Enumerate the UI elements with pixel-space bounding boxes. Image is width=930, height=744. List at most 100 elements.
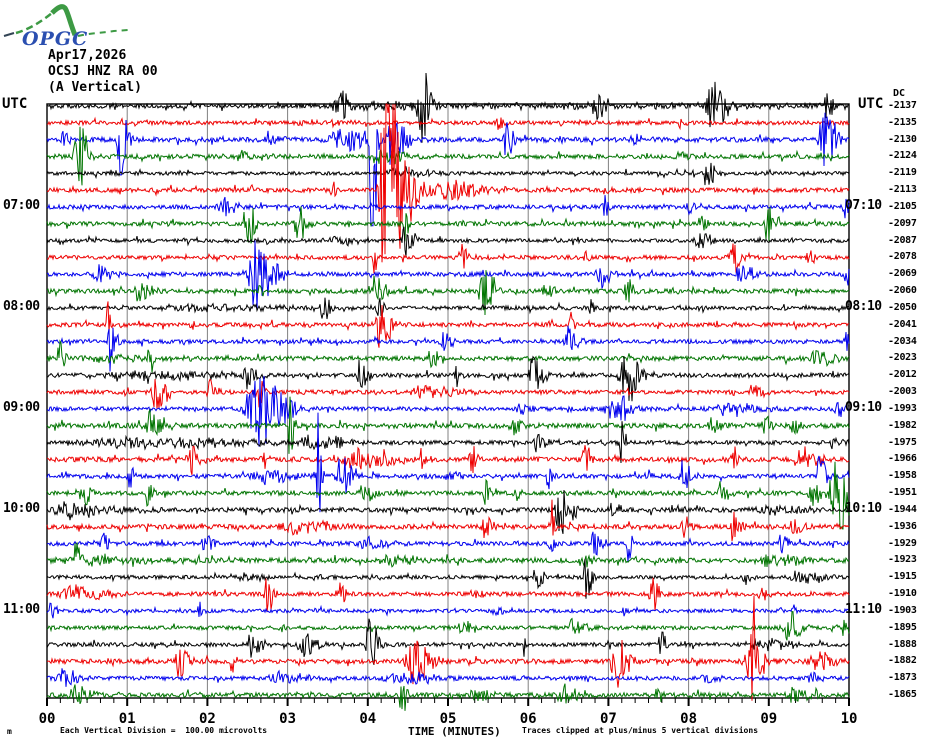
trace-row [46, 226, 850, 257]
dc-value: -2003 [888, 386, 917, 398]
x-axis-tick-label: 01 [118, 711, 136, 727]
dc-value: -2069 [888, 268, 917, 280]
trace-row [46, 126, 850, 186]
trace-row [46, 577, 850, 613]
x-axis-tick-label: 02 [198, 711, 216, 727]
trace-row [46, 325, 850, 372]
dc-value: -1865 [888, 689, 917, 701]
hour-label-left: 07:00 [3, 197, 40, 213]
trace-row [46, 618, 850, 665]
x-axis-tick-label: 07 [599, 711, 617, 727]
dc-value: -2137 [888, 100, 917, 111]
stray-glyph: m [7, 727, 12, 736]
trace-row [46, 595, 850, 701]
dc-value: -2130 [888, 133, 917, 145]
trace-row [46, 611, 850, 641]
hour-label-right: 11:10 [845, 601, 882, 617]
time-axis-title: TIME (MINUTES) [408, 725, 501, 738]
trace-row [46, 542, 850, 568]
trace-row [46, 206, 850, 244]
dc-value: -1975 [888, 436, 917, 448]
trace-row [46, 112, 850, 227]
dc-value: -2023 [888, 352, 917, 364]
dc-value: -2041 [888, 318, 917, 330]
x-axis-tick-label: 03 [279, 711, 297, 727]
dc-value: -1944 [888, 503, 917, 515]
dc-value: -2050 [888, 301, 917, 313]
dc-value: -1993 [888, 402, 917, 414]
trace-row [46, 499, 850, 542]
trace-row [46, 103, 850, 263]
x-axis-tick-label: 05 [439, 711, 457, 727]
trace-row [46, 531, 850, 562]
dc-value: -1982 [888, 419, 917, 431]
hour-label-left: 10:00 [3, 500, 40, 516]
trace-row [46, 375, 850, 447]
dc-value: -2012 [888, 369, 917, 381]
x-axis-tick-label: 09 [760, 711, 778, 727]
division-note: Each Vertical Division = 100.00 microvol… [60, 726, 268, 735]
trace-row [46, 355, 850, 402]
trace-row [46, 270, 850, 316]
header-channel: (A Vertical) [48, 80, 142, 95]
trace-row [46, 412, 850, 513]
hour-label-right: 07:10 [845, 197, 882, 213]
trace-row [46, 162, 850, 186]
dc-value: -2087 [888, 234, 917, 246]
dc-value: -2113 [888, 184, 917, 196]
hour-label-left: 08:00 [3, 298, 40, 314]
dc-value: -1966 [888, 453, 917, 465]
dc-value: -2097 [888, 217, 917, 229]
trace-row [46, 601, 850, 619]
x-axis-tick-label: 10 [840, 711, 858, 727]
trace-row [46, 668, 850, 687]
x-axis-tick-label: 08 [680, 711, 698, 727]
trace-row [46, 378, 850, 410]
dc-value: -2124 [888, 150, 917, 162]
trace-row [46, 240, 850, 309]
trace-row [46, 195, 850, 219]
dc-value: -1923 [888, 554, 917, 566]
header-station: OCSJ HNZ RA 00 [48, 64, 158, 79]
trace-row [46, 461, 850, 530]
dc-value: -1936 [888, 520, 917, 532]
trace-row [46, 301, 849, 348]
hour-label-right: 09:10 [845, 399, 882, 415]
dc-value: -2078 [888, 251, 917, 263]
trace-row [46, 396, 850, 454]
dc-value: -2060 [888, 285, 917, 297]
dc-value: -2034 [888, 335, 917, 347]
dc-value: -2105 [888, 200, 917, 212]
logo-dash-left [3, 32, 15, 37]
trace-row [46, 243, 850, 274]
trace-row [46, 339, 850, 373]
trace-row [46, 445, 850, 476]
trace-row [46, 489, 850, 535]
trace-row [46, 683, 850, 711]
trace-row [46, 72, 850, 143]
clip-note: Traces clipped at plus/minus 5 vertical … [522, 726, 759, 735]
hour-label-left: 09:00 [3, 399, 40, 415]
trace-row [46, 297, 850, 320]
hour-label-right: 08:10 [845, 298, 882, 314]
logo-curve-rise [15, 12, 53, 35]
dc-value: -1951 [888, 487, 917, 499]
trace-row [46, 558, 850, 599]
hour-label-right: 10:10 [845, 500, 882, 516]
utc-label-right: UTC [858, 96, 884, 112]
dc-column-header: DC [893, 88, 906, 99]
dc-value: -2119 [888, 167, 917, 179]
header-date: Apr17,2026 [48, 48, 127, 63]
dc-value: -2135 [888, 116, 917, 128]
dc-value: -1929 [888, 537, 917, 549]
logo-peak [50, 4, 78, 36]
logo-curve-tail [77, 29, 129, 37]
dc-value: -1895 [888, 621, 917, 633]
dc-value: -1882 [888, 655, 917, 667]
dc-value: -1910 [888, 588, 917, 600]
dc-value: -1958 [888, 470, 917, 482]
trace-row [46, 421, 850, 464]
dc-value: -1873 [888, 672, 917, 684]
logo-text: OPGC [22, 28, 88, 50]
